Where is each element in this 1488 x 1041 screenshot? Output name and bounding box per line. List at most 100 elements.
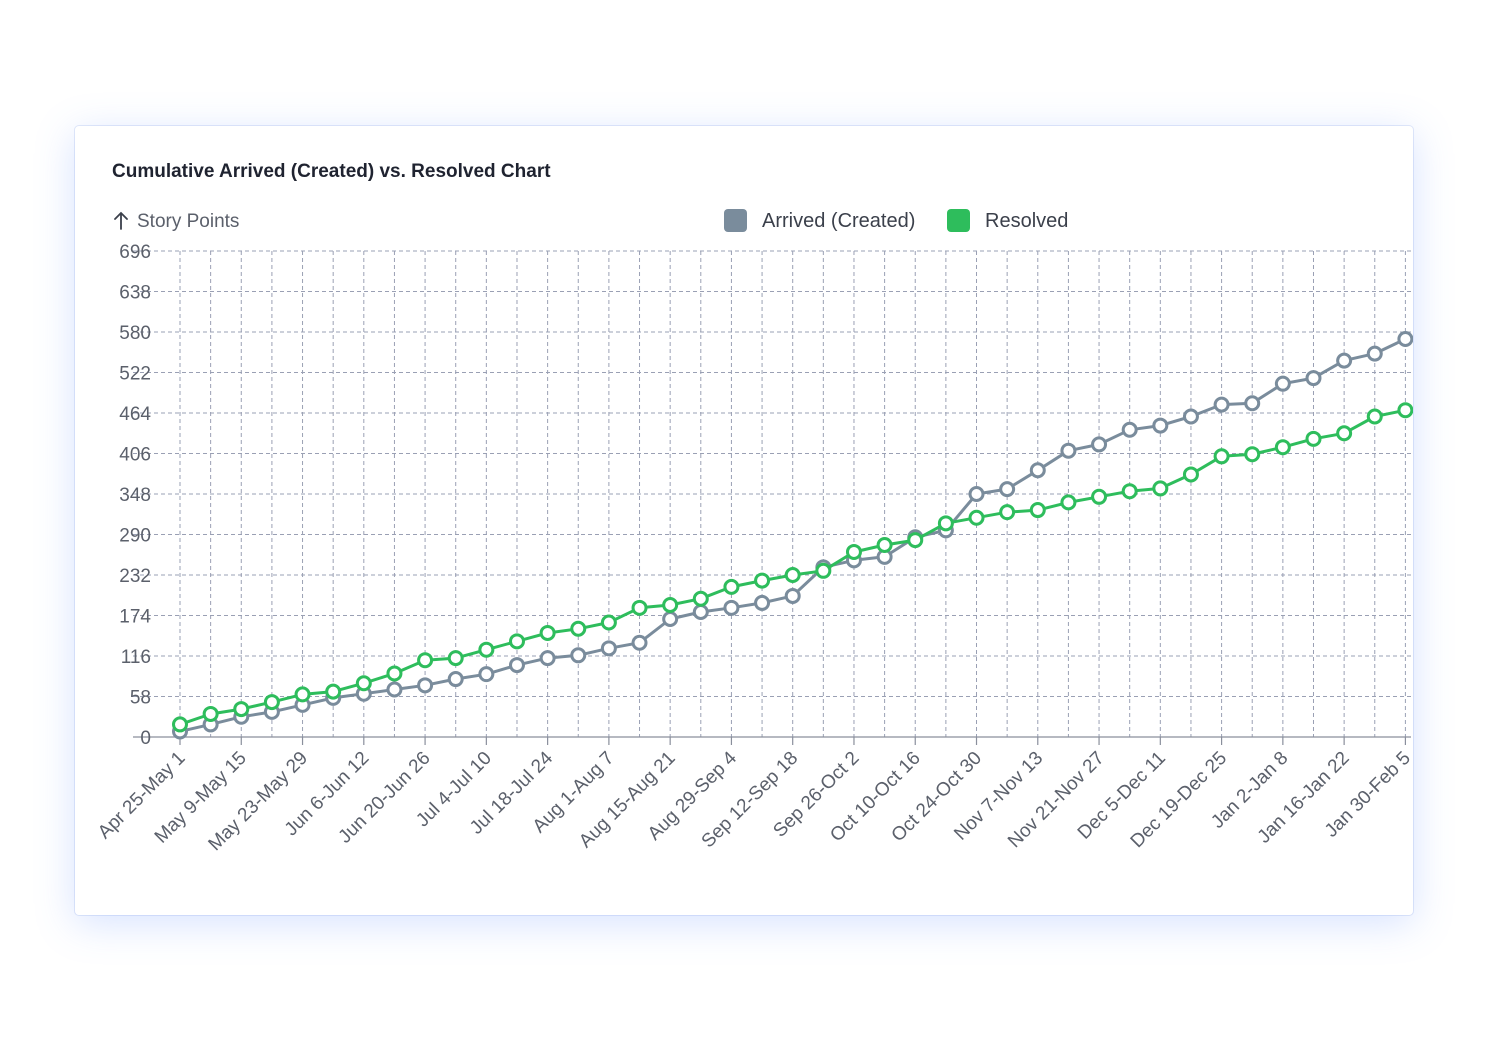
data-point xyxy=(1060,442,1077,459)
legend-item: Arrived (Created) xyxy=(724,209,915,232)
data-point xyxy=(1244,446,1261,463)
y-tick-label: 464 xyxy=(119,404,151,425)
legend: Arrived (Created) Resolved xyxy=(724,209,1068,232)
data-point xyxy=(1121,483,1138,500)
data-point xyxy=(600,640,617,657)
data-point xyxy=(1305,370,1322,387)
data-point xyxy=(815,562,832,579)
data-point xyxy=(1244,395,1261,412)
y-tick-label: 232 xyxy=(119,566,151,587)
data-point xyxy=(1029,462,1046,479)
y-tick-label: 522 xyxy=(119,364,151,385)
data-point xyxy=(692,604,709,621)
data-point xyxy=(1305,430,1322,447)
data-point xyxy=(937,515,954,532)
data-point xyxy=(570,647,587,664)
legend-label: Arrived (Created) xyxy=(762,210,915,232)
data-point xyxy=(417,677,434,694)
legend-swatch xyxy=(947,209,970,232)
data-point xyxy=(294,686,311,703)
data-point xyxy=(1336,352,1353,369)
data-point xyxy=(662,597,679,614)
data-point xyxy=(478,641,495,658)
data-point xyxy=(784,587,801,604)
data-point xyxy=(386,665,403,682)
data-point xyxy=(1366,345,1383,362)
data-point xyxy=(723,599,740,616)
legend-item: Resolved xyxy=(947,209,1068,232)
data-point xyxy=(999,481,1016,498)
data-point xyxy=(1397,330,1413,347)
data-point xyxy=(784,567,801,583)
data-point xyxy=(1152,417,1169,434)
data-point xyxy=(1182,466,1199,483)
legend-swatch xyxy=(724,209,747,232)
data-point xyxy=(508,633,525,650)
data-point xyxy=(1274,375,1291,392)
data-point xyxy=(1091,488,1108,505)
line-chart: 0 58 116 174 232 290 348 406 464 522 580 638 696 Apr… xyxy=(94,209,1413,855)
data-point xyxy=(539,624,556,641)
data-point xyxy=(1213,396,1230,413)
y-tick-label: 290 xyxy=(119,526,151,547)
data-point xyxy=(907,532,924,549)
data-point xyxy=(662,610,679,627)
data-point xyxy=(570,620,587,637)
grid xyxy=(133,250,1411,737)
data-point xyxy=(600,614,617,631)
data-point xyxy=(355,675,372,692)
data-point xyxy=(968,486,985,502)
y-tick-label: 116 xyxy=(121,647,151,668)
data-point xyxy=(1274,439,1291,456)
data-point xyxy=(1091,436,1108,453)
y-tick-label: 406 xyxy=(119,445,151,466)
y-axis-title: Story Points xyxy=(114,211,239,232)
data-point xyxy=(968,509,985,526)
y-axis-label: Story Points xyxy=(137,211,239,232)
data-point xyxy=(1060,494,1077,511)
data-point xyxy=(508,657,525,674)
data-point xyxy=(692,590,709,607)
data-point xyxy=(1336,425,1353,442)
data-point xyxy=(447,650,464,667)
data-point xyxy=(1152,480,1169,497)
data-point xyxy=(478,666,495,683)
legend-label: Resolved xyxy=(985,210,1068,232)
y-tick-label: 174 xyxy=(119,607,151,628)
data-point xyxy=(723,578,740,595)
data-point xyxy=(1029,502,1046,519)
data-point xyxy=(386,681,403,698)
data-point xyxy=(631,634,648,651)
y-tick-label: 580 xyxy=(119,323,151,344)
series-layer xyxy=(172,330,1413,740)
data-point xyxy=(999,504,1016,521)
y-tick-label: 348 xyxy=(119,485,151,506)
y-axis-ticks: 0 58 116 174 232 290 348 406 464 522 580 638 696 xyxy=(119,242,151,749)
data-point xyxy=(631,599,648,616)
chart-card: Cumulative Arrived (Created) vs. Resolve… xyxy=(75,126,1413,915)
data-point xyxy=(1182,408,1199,425)
data-point xyxy=(754,572,771,589)
chart-title: Cumulative Arrived (Created) vs. Resolve… xyxy=(112,161,551,182)
arrow-up-icon xyxy=(114,211,128,230)
data-point xyxy=(447,671,464,688)
data-point xyxy=(1121,421,1138,438)
data-point xyxy=(845,543,862,560)
series-resolved xyxy=(172,402,1413,733)
data-point xyxy=(417,652,434,669)
y-tick-label: 58 xyxy=(130,688,151,709)
y-tick-label: 0 xyxy=(140,728,151,749)
data-point xyxy=(172,716,188,733)
data-point xyxy=(233,701,250,718)
data-point xyxy=(1397,402,1413,419)
data-point xyxy=(1213,448,1230,465)
y-tick-label: 638 xyxy=(119,283,151,304)
data-point xyxy=(876,536,893,553)
data-point xyxy=(202,705,219,722)
data-point xyxy=(325,683,342,700)
y-tick-label: 696 xyxy=(119,242,151,263)
data-point xyxy=(539,650,556,667)
data-point xyxy=(754,594,771,611)
data-point xyxy=(1366,408,1383,425)
